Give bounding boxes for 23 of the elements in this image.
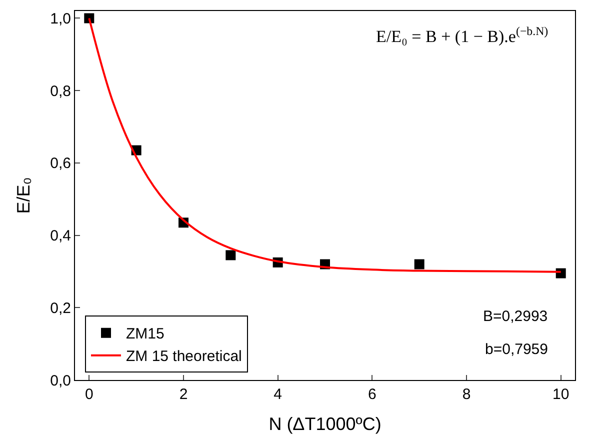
y-tick-label: 0,8 [50,82,71,100]
legend-label: ZM15 [126,326,164,343]
annotation: B=0,2993 [483,308,548,325]
x-tick-label: 0 [84,386,94,403]
annotation: b=0,7959 [485,341,548,358]
x-tick-label: 6 [368,386,376,403]
y-tick-label: 0,4 [50,228,71,245]
x-axis-title: N (ΔT1000ºC) [268,414,382,434]
y-tick-label: 0,0 [50,372,71,390]
x-tick-label: 2 [179,386,188,403]
y-axis-title: E/E₀ [13,177,34,214]
x-tick-label: 8 [462,386,471,403]
annotation: E/E₀ = B + (1 − B).e$^{(−b.N)}$ [376,24,548,46]
y-tick-label: 0,6 [50,155,71,172]
point [84,13,94,24]
x-tick-label: 4 [274,386,282,403]
point [226,250,236,260]
y-tick-label: 1,0 [50,10,71,28]
point [556,268,566,278]
point [414,259,424,270]
y-tick-label: 0,2 [50,300,71,317]
legend-label: ZM 15 theoretical [126,348,242,366]
x-tick-label: 10 [552,386,570,403]
